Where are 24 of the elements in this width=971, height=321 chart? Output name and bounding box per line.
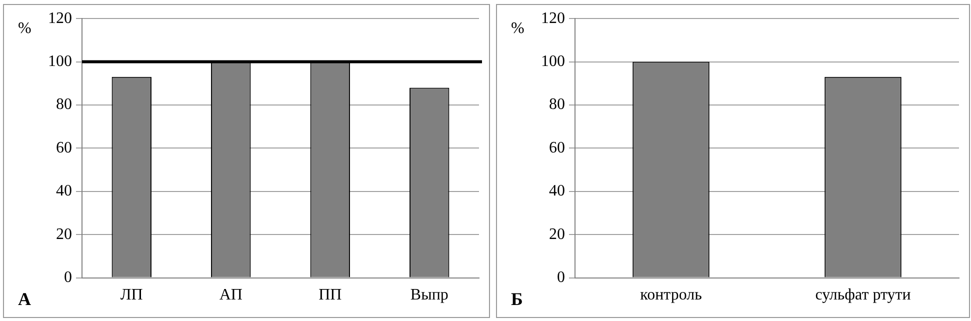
y-tick-label: 120	[48, 10, 72, 27]
y-tick-label: 20	[549, 226, 565, 243]
y-tick-label: 20	[56, 226, 72, 243]
text: А	[18, 289, 31, 309]
x-tick-label: АП	[219, 286, 243, 304]
y-tick-label: 0	[64, 269, 72, 286]
y-tick-label: 120	[541, 10, 565, 27]
y-axis-title: %	[18, 20, 32, 37]
x-tick-label: ПП	[318, 286, 342, 304]
x-tick-label: контроль	[640, 286, 702, 304]
y-tick-label: 100	[541, 53, 565, 70]
text: Б	[511, 289, 523, 309]
x-tick-label: Выпр	[410, 286, 448, 304]
x-tick-label: сульфат ртути	[815, 286, 912, 304]
y-tick-label: 40	[56, 182, 72, 200]
y-tick-label: 100	[48, 53, 72, 70]
y-axis-title: %	[511, 20, 524, 37]
y-tick-label: 80	[56, 96, 72, 114]
y-tick-label: 60	[549, 139, 565, 156]
y-tick-label: 60	[56, 139, 72, 156]
x-tick-label: ЛП	[120, 286, 144, 304]
y-tick-label: 80	[549, 96, 565, 114]
y-tick-label: 0	[557, 269, 565, 286]
y-tick-label: 40	[549, 182, 565, 200]
